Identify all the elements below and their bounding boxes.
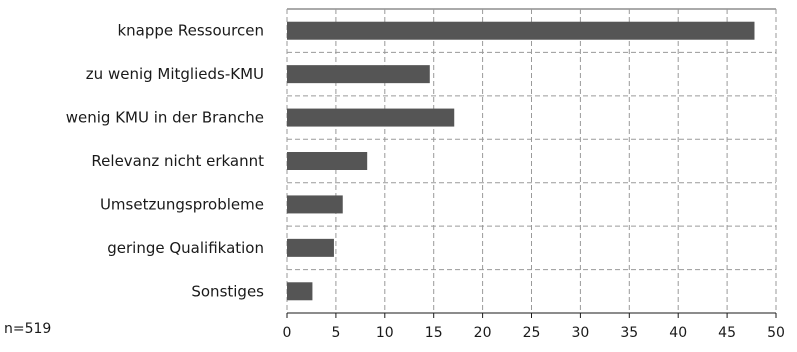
category-label: Sonstiges bbox=[191, 282, 264, 300]
bar bbox=[287, 65, 430, 84]
x-tick-label: 45 bbox=[718, 325, 736, 341]
category-label: knappe Ressourcen bbox=[117, 22, 264, 40]
bar bbox=[287, 152, 368, 170]
category-label: zu wenig Mitglieds-KMU bbox=[86, 65, 264, 83]
bars bbox=[287, 21, 755, 301]
x-tick-label: 15 bbox=[425, 325, 443, 341]
bar bbox=[287, 282, 313, 301]
category-label: wenig KMU in der Branche bbox=[66, 109, 264, 127]
x-tick-label: 20 bbox=[474, 325, 492, 341]
x-tick-label: 25 bbox=[523, 325, 541, 341]
bar bbox=[287, 195, 343, 214]
x-tick-label: 50 bbox=[767, 325, 785, 341]
x-tick-label: 40 bbox=[669, 325, 687, 341]
x-axis: 0 5 10 15 20 25 30 35 40 45 50 bbox=[283, 312, 785, 341]
x-tick-label: 35 bbox=[620, 325, 638, 341]
sample-size-note: n=519 bbox=[4, 321, 51, 337]
x-tick-label: 30 bbox=[571, 325, 589, 341]
bar bbox=[287, 108, 455, 127]
x-tick-label: 10 bbox=[376, 325, 394, 341]
x-tick-label: 5 bbox=[331, 325, 340, 341]
bar bbox=[287, 238, 334, 257]
bar bbox=[287, 21, 755, 40]
category-labels: knappe Ressourcen zu wenig Mitglieds-KMU w… bbox=[66, 22, 264, 301]
x-tick-label: 0 bbox=[283, 325, 292, 341]
category-label: Relevanz nicht erkannt bbox=[91, 152, 264, 170]
category-label: Umsetzungsprobleme bbox=[100, 195, 264, 213]
category-label: geringe Qualifikation bbox=[107, 239, 264, 257]
